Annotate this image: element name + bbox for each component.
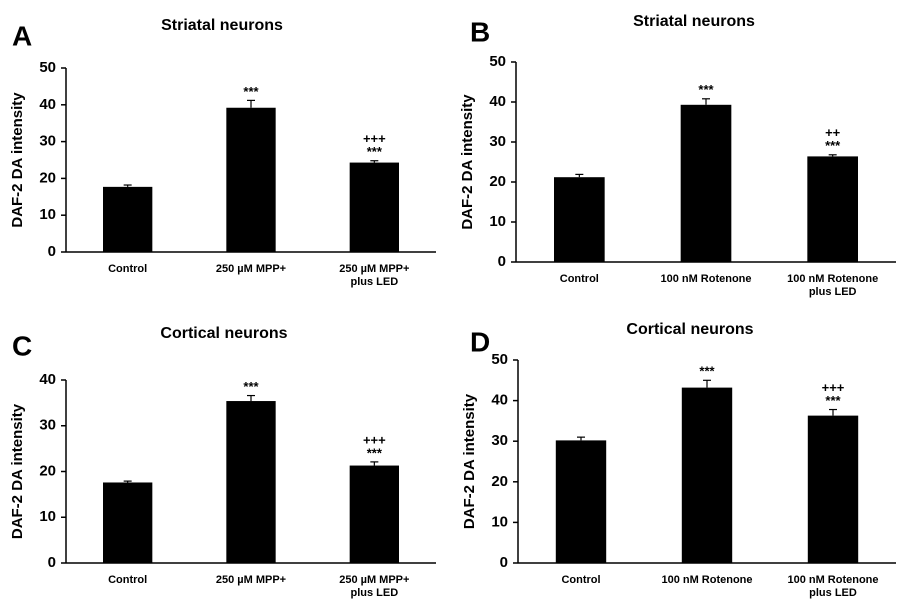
y-tick-label: 40 [489,93,506,110]
bar [555,440,607,563]
y-tick-label: 30 [39,133,56,150]
panel-letter: B [470,16,490,47]
x-tick-label: 250 µM MPP+ [216,574,286,586]
panel-letter: D [470,326,490,357]
y-tick-label: 0 [498,253,506,270]
bar [680,104,732,262]
x-tick-label: 250 µM MPP+ [339,574,409,586]
y-tick-label: 0 [48,554,56,571]
significance-label: *** [825,393,841,408]
significance-label: +++ [363,432,386,447]
y-tick-label: 10 [489,213,506,230]
x-tick-label: plus LED [809,286,857,298]
y-tick-label: 20 [491,473,508,490]
chart-title: Cortical neurons [626,321,753,338]
x-tick-label: plus LED [809,587,857,599]
chart-title: Cortical neurons [160,325,287,342]
significance-label: *** [367,445,383,460]
y-tick-label: 20 [39,462,56,479]
bar [807,156,858,262]
bar [226,107,276,252]
y-tick-label: 10 [39,206,56,223]
y-tick-label: 20 [489,173,506,190]
panel-letter: C [12,330,32,361]
y-tick-label: 30 [489,133,506,150]
y-axis-label: DAF-2 DA intensity [459,94,476,230]
y-axis-label: DAF-2 DA intensity [9,403,26,539]
y-tick-label: 40 [491,392,508,409]
y-tick-label: 50 [39,59,56,76]
significance-label: +++ [363,131,386,146]
y-tick-label: 30 [39,417,56,434]
y-tick-label: 20 [39,169,56,186]
x-tick-label: Control [108,263,147,275]
y-tick-label: 10 [491,513,508,530]
x-tick-label: 100 nM Rotenone [787,574,878,586]
x-tick-label: Control [561,574,600,586]
x-tick-label: Control [560,273,599,285]
y-tick-label: 40 [39,96,56,113]
significance-label: ++ [825,125,841,140]
x-tick-label: 250 µM MPP+ [216,263,286,275]
x-tick-label: plus LED [350,276,398,288]
x-tick-label: plus LED [350,587,398,599]
significance-label: *** [243,379,259,394]
y-axis-label: DAF-2 DA intensity [9,92,26,228]
y-tick-label: 50 [491,351,508,368]
panel-letter: A [12,20,32,51]
bar [226,401,276,563]
x-tick-label: 100 nM Rotenone [660,273,751,285]
bar [349,465,399,563]
significance-label: *** [243,84,259,99]
significance-label: *** [699,364,715,379]
x-tick-label: 250 µM MPP+ [339,263,409,275]
bar [681,387,733,563]
y-tick-label: 50 [489,53,506,70]
y-tick-label: 0 [500,554,508,571]
significance-label: *** [825,138,841,153]
significance-label: +++ [822,380,845,395]
significance-label: *** [698,82,714,97]
bar [807,415,859,563]
y-tick-label: 30 [491,432,508,449]
x-tick-label: 100 nM Rotenone [787,273,878,285]
x-tick-label: Control [108,574,147,586]
x-tick-label: 100 nM Rotenone [661,574,752,586]
bar [349,162,399,252]
y-tick-label: 0 [48,243,56,260]
chart-title: Striatal neurons [161,17,283,34]
bar [103,186,153,252]
significance-label: *** [367,144,383,159]
y-tick-label: 40 [39,371,56,388]
bar [554,177,605,262]
y-axis-label: DAF-2 DA intensity [461,393,478,529]
chart-title: Striatal neurons [633,13,755,30]
bar [103,482,153,563]
y-tick-label: 10 [39,508,56,525]
